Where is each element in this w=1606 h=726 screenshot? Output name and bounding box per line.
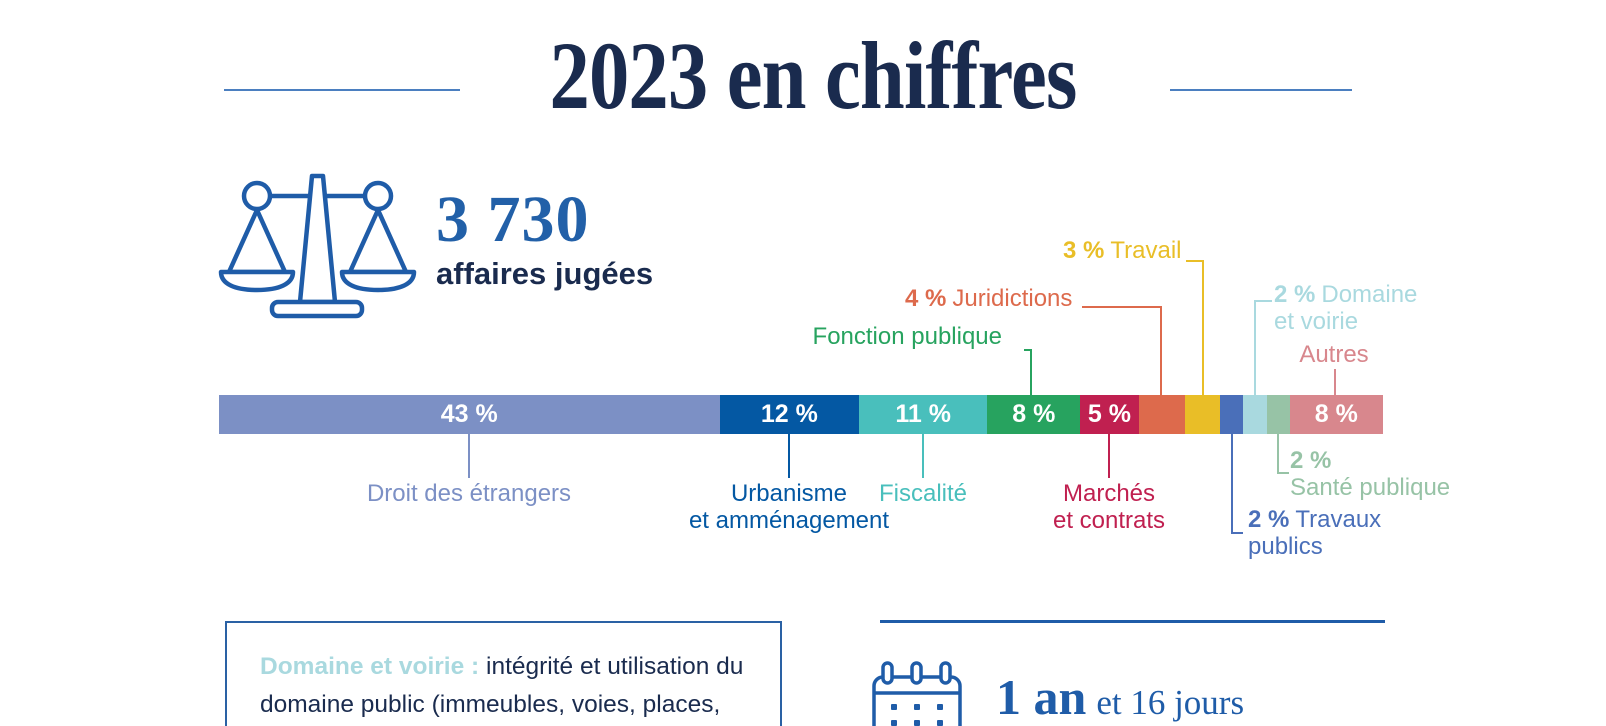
- info-box: Domaine et voirie : intégrité et utilisa…: [225, 621, 782, 726]
- leader-domaine-voirie: [1254, 300, 1256, 395]
- leader-urbanisme: [788, 434, 790, 478]
- callout-sante-publique: 2 % Santé publique: [1290, 447, 1451, 501]
- bar-segment-9: [1266, 395, 1290, 434]
- leader-travaux-publics-foot: [1231, 532, 1243, 534]
- bar-segment-value: 8 %: [1314, 400, 1358, 428]
- bar-segment-7: [1219, 395, 1244, 434]
- stacked-bar: 43 % 12 % 11 % 8 % 5 % 8 %: [219, 395, 1383, 434]
- bar-segment-value: 5 %: [1087, 400, 1131, 428]
- callout-fonction-publique: Fonction publique: [812, 323, 1002, 350]
- leader-juridictions: [1160, 306, 1162, 395]
- title-rule-right: [1170, 89, 1352, 91]
- info-text: Domaine et voirie : intégrité et utilisa…: [260, 648, 768, 724]
- leader-sante-publique: [1277, 434, 1279, 474]
- callout-marches: Marchés et contrats: [1052, 480, 1166, 534]
- info-term: Domaine et voirie :: [260, 653, 480, 680]
- scales-icon: [218, 173, 417, 319]
- leader-travail-tick: [1186, 260, 1204, 262]
- leader-fonction-publique-tick: [1024, 349, 1032, 351]
- leader-droit-etrangers: [468, 434, 470, 478]
- callout-urbanisme: Urbanisme et amménagement: [688, 480, 890, 534]
- delai-value: 1 an: [996, 669, 1087, 725]
- bar-segment-10: 8 %: [1289, 395, 1383, 434]
- bar-segment-value: 11 %: [895, 400, 951, 428]
- callout-travail: 3 % Travail: [1063, 237, 1182, 264]
- leader-domaine-voirie-tick: [1254, 300, 1272, 302]
- callout-droit-etrangers: Droit des étrangers: [366, 480, 572, 507]
- page-title: 2023 en chiffres: [549, 22, 1077, 129]
- section-divider: [880, 620, 1385, 623]
- bar-segment-value: 12 %: [760, 400, 818, 428]
- bar-segment-5: [1138, 395, 1186, 434]
- callout-travaux-publics: 2 % Travaux publics: [1248, 506, 1382, 560]
- bar-segment-6: [1185, 395, 1220, 434]
- callout-juridictions: 4 % Juridictions: [905, 285, 1073, 312]
- callout-domaine-voirie: 2 % Domaine et voirie: [1274, 281, 1418, 335]
- bar-segment-8: [1243, 395, 1267, 434]
- bar-segment-1: 12 %: [719, 395, 860, 434]
- bar-segment-value: 43 %: [440, 400, 498, 428]
- affaires-value: 3 730: [436, 183, 590, 256]
- callout-autres: Autres: [1299, 341, 1369, 368]
- leader-marches: [1108, 434, 1110, 478]
- leader-travaux-publics: [1231, 434, 1233, 534]
- calendar-icon: [872, 661, 962, 726]
- leader-autres: [1334, 369, 1336, 395]
- leader-juridictions-tick: [1082, 306, 1162, 308]
- bar-segment-4: 5 %: [1080, 395, 1139, 434]
- leader-fonction-publique: [1030, 349, 1032, 395]
- bar-segment-0: 43 %: [219, 395, 720, 434]
- leader-travail: [1202, 260, 1204, 395]
- info-definition: intégrité et utilisation du domaine publ…: [260, 653, 744, 718]
- title-rule-left: [224, 89, 460, 91]
- callout-fiscalite: Fiscalité: [878, 480, 968, 507]
- affaires-label: affaires jugées: [436, 256, 654, 291]
- leader-sante-publique-foot: [1277, 472, 1289, 474]
- delai-suffix: et 16 jours: [1096, 683, 1245, 722]
- bar-segment-3: 8 %: [987, 395, 1081, 434]
- delai-stat: 1 an et 16 jours: [996, 668, 1244, 726]
- leader-fiscalite: [922, 434, 924, 478]
- bar-segment-value: 8 %: [1012, 400, 1056, 428]
- bar-segment-2: 11 %: [859, 395, 988, 434]
